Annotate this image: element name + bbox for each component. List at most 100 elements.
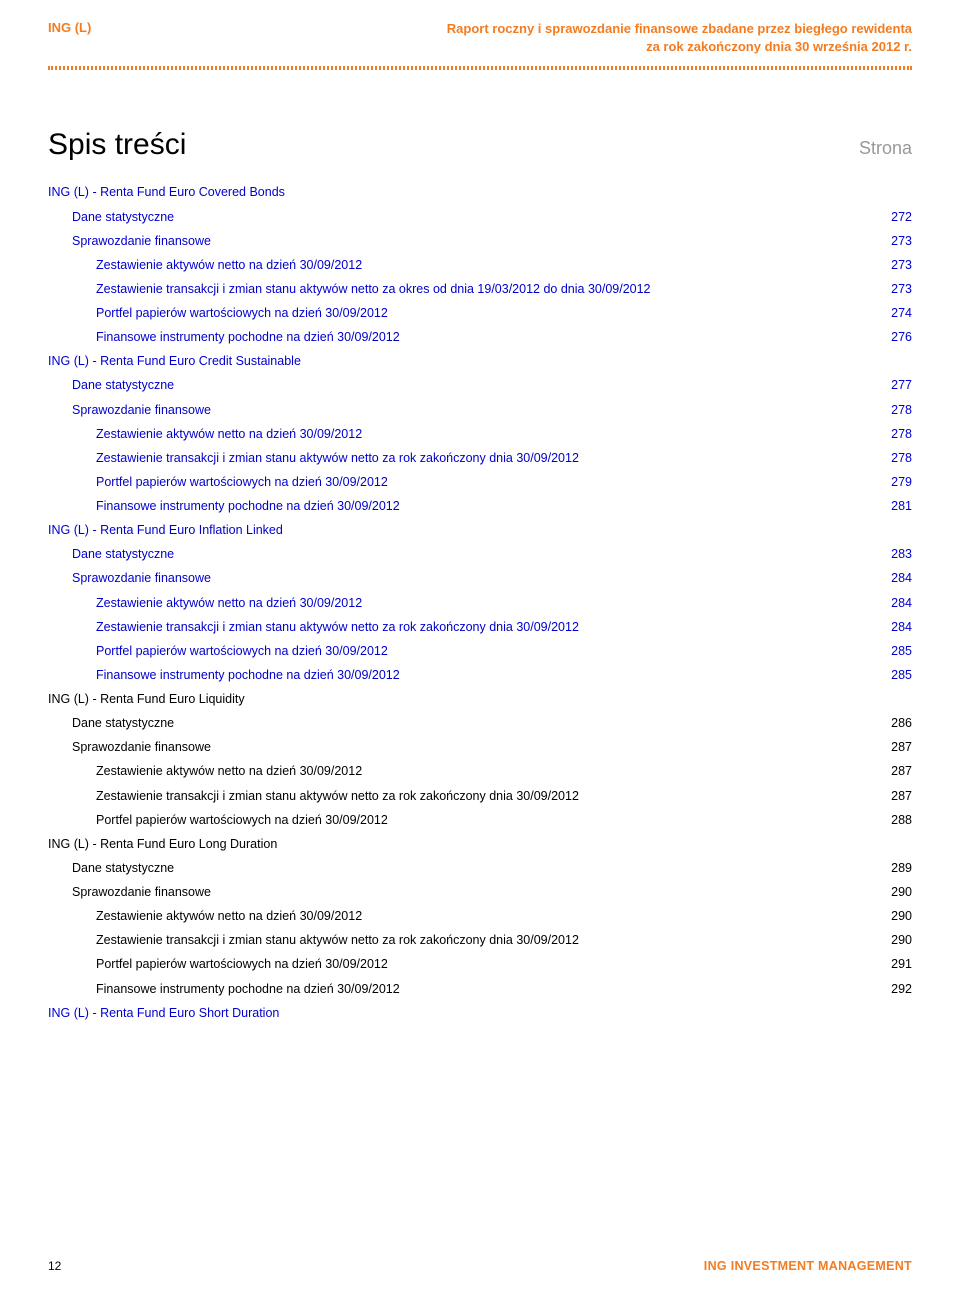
toc-entry-label[interactable]: Sprawozdanie finansowe (48, 232, 211, 250)
toc-entry-page: 284 (871, 618, 912, 636)
toc-row[interactable]: Finansowe instrumenty pochodne na dzień … (48, 663, 912, 687)
toc-entry-label[interactable]: Portfel papierów wartościowych na dzień … (48, 473, 388, 491)
toc-entry-page (892, 1004, 912, 1022)
toc-entry-label[interactable]: Dane statystyczne (48, 208, 174, 226)
toc-entry-label[interactable]: ING (L) - Renta Fund Euro Credit Sustain… (48, 352, 301, 370)
header-report-title: Raport roczny i sprawozdanie finansowe z… (447, 20, 912, 56)
toc-entry-page: 276 (871, 328, 912, 346)
toc-row[interactable]: Zestawienie aktywów netto na dzień 30/09… (48, 422, 912, 446)
toc-row[interactable]: Finansowe instrumenty pochodne na dzień … (48, 325, 912, 349)
toc-entry-page: 273 (871, 256, 912, 274)
toc-entry-label[interactable]: Zestawienie transakcji i zmian stanu akt… (48, 449, 579, 467)
toc-row[interactable]: Sprawozdanie finansowe 278 (48, 398, 912, 422)
toc-entry-page: 285 (871, 642, 912, 660)
toc-entry-page: 284 (871, 594, 912, 612)
toc-row: Portfel papierów wartościowych na dzień … (48, 808, 912, 832)
toc-row: Zestawienie aktywów netto na dzień 30/09… (48, 904, 912, 928)
toc-row: ING (L) - Renta Fund Euro Long Duration (48, 832, 912, 856)
toc-entry-page: 274 (871, 304, 912, 322)
toc-entry-page: 286 (871, 714, 912, 732)
toc-entry-label: Finansowe instrumenty pochodne na dzień … (48, 980, 400, 998)
toc-entry-label: ING (L) - Renta Fund Euro Long Duration (48, 835, 277, 853)
toc-row[interactable]: Finansowe instrumenty pochodne na dzień … (48, 494, 912, 518)
header-product-name: ING (L) (48, 20, 91, 35)
toc-row[interactable]: Dane statystyczne272 (48, 205, 912, 229)
toc-entry-label[interactable]: Dane statystyczne (48, 376, 174, 394)
toc-entry-label: Zestawienie transakcji i zmian stanu akt… (48, 931, 579, 949)
toc-entry-page (892, 521, 912, 539)
toc-entry-page: 292 (871, 980, 912, 998)
toc-entry-label[interactable]: Zestawienie transakcji i zmian stanu akt… (48, 280, 651, 298)
toc-entry-label[interactable]: ING (L) - Renta Fund Euro Inflation Link… (48, 521, 283, 539)
toc-entry-page: 273 (871, 232, 912, 250)
page-container: ING (L) Raport roczny i sprawozdanie fin… (0, 0, 960, 1295)
toc-row: Portfel papierów wartościowych na dzień … (48, 952, 912, 976)
toc-row[interactable]: ING (L) - Renta Fund Euro Short Duration (48, 1001, 912, 1025)
toc-entry-page: 273 (871, 280, 912, 298)
toc-row[interactable]: Zestawienie aktywów netto na dzień 30/09… (48, 253, 912, 277)
toc-entry-page: 287 (871, 738, 912, 756)
toc-row: Zestawienie transakcji i zmian stanu akt… (48, 784, 912, 808)
toc-row[interactable]: Zestawienie transakcji i zmian stanu akt… (48, 277, 912, 301)
toc-entry-page: 279 (871, 473, 912, 491)
toc-row[interactable]: Sprawozdanie finansowe 273 (48, 229, 912, 253)
toc-entry-page: 278 (871, 401, 912, 419)
toc-row[interactable]: Sprawozdanie finansowe 284 (48, 566, 912, 590)
toc-entry-label[interactable]: ING (L) - Renta Fund Euro Covered Bonds (48, 183, 285, 201)
toc-entry-label: Dane statystyczne (48, 859, 174, 877)
toc-entry-label: Sprawozdanie finansowe (48, 883, 211, 901)
toc-entry-page: 287 (871, 762, 912, 780)
toc-row[interactable]: Portfel papierów wartościowych na dzień … (48, 639, 912, 663)
toc-row[interactable]: ING (L) - Renta Fund Euro Inflation Link… (48, 518, 912, 542)
toc-entry-page: 284 (871, 569, 912, 587)
toc-row: Sprawozdanie finansowe287 (48, 735, 912, 759)
toc-entry-page: 278 (871, 449, 912, 467)
toc-row[interactable]: Portfel papierów wartościowych na dzień … (48, 301, 912, 325)
header-report-line1: Raport roczny i sprawozdanie finansowe z… (447, 20, 912, 38)
toc-row[interactable]: ING (L) - Renta Fund Euro Credit Sustain… (48, 349, 912, 373)
toc-row[interactable]: Zestawienie aktywów netto na dzień 30/09… (48, 591, 912, 615)
toc-entry-label[interactable]: Zestawienie aktywów netto na dzień 30/09… (48, 256, 362, 274)
toc-entry-label[interactable]: Dane statystyczne (48, 545, 174, 563)
title-row: Spis treści Strona (48, 128, 912, 162)
header-report-line2: za rok zakończony dnia 30 września 2012 … (447, 38, 912, 56)
toc-entry-page: 290 (871, 931, 912, 949)
footer-brand: ING INVESTMENT MANAGEMENT (704, 1259, 912, 1273)
toc-entry-page: 288 (871, 811, 912, 829)
toc-entry-label: Dane statystyczne (48, 714, 174, 732)
toc-entry-label: Zestawienie aktywów netto na dzień 30/09… (48, 907, 362, 925)
toc-row[interactable]: Portfel papierów wartościowych na dzień … (48, 470, 912, 494)
toc-row[interactable]: Zestawienie transakcji i zmian stanu akt… (48, 615, 912, 639)
toc-entry-label[interactable]: Sprawozdanie finansowe (48, 569, 211, 587)
toc-entry-label[interactable]: Zestawienie aktywów netto na dzień 30/09… (48, 425, 362, 443)
toc-entry-label[interactable]: Finansowe instrumenty pochodne na dzień … (48, 666, 400, 684)
toc-entry-page: 289 (871, 859, 912, 877)
toc-row[interactable]: ING (L) - Renta Fund Euro Covered Bonds (48, 180, 912, 204)
toc-entry-label: ING (L) - Renta Fund Euro Liquidity (48, 690, 245, 708)
toc-row: Dane statystyczne 289 (48, 856, 912, 880)
page-footer: 12 ING INVESTMENT MANAGEMENT (48, 1259, 912, 1273)
toc-entry-page: 285 (871, 666, 912, 684)
toc-row: Zestawienie transakcji i zmian stanu akt… (48, 928, 912, 952)
toc-row[interactable]: Dane statystyczne 283 (48, 542, 912, 566)
toc-entry-label[interactable]: Zestawienie transakcji i zmian stanu akt… (48, 618, 579, 636)
toc-row: ING (L) - Renta Fund Euro Liquidity (48, 687, 912, 711)
toc-entry-page (892, 835, 912, 853)
toc-entry-page: 283 (871, 545, 912, 563)
toc-entry-label[interactable]: Finansowe instrumenty pochodne na dzień … (48, 328, 400, 346)
toc-entry-label[interactable]: Zestawienie aktywów netto na dzień 30/09… (48, 594, 362, 612)
table-of-contents: ING (L) - Renta Fund Euro Covered Bonds D… (48, 180, 912, 1024)
toc-entry-page: 290 (871, 907, 912, 925)
page-header: ING (L) Raport roczny i sprawozdanie fin… (48, 20, 912, 56)
toc-entry-label: Portfel papierów wartościowych na dzień … (48, 811, 388, 829)
toc-row[interactable]: Zestawienie transakcji i zmian stanu akt… (48, 446, 912, 470)
toc-entry-label[interactable]: ING (L) - Renta Fund Euro Short Duration (48, 1004, 279, 1022)
toc-entry-label[interactable]: Portfel papierów wartościowych na dzień … (48, 642, 388, 660)
toc-row: Finansowe instrumenty pochodne na dzień … (48, 977, 912, 1001)
toc-entry-label[interactable]: Portfel papierów wartościowych na dzień … (48, 304, 388, 322)
toc-row[interactable]: Dane statystyczne277 (48, 373, 912, 397)
toc-entry-label[interactable]: Sprawozdanie finansowe (48, 401, 211, 419)
page-column-label: Strona (859, 138, 912, 159)
toc-entry-label: Portfel papierów wartościowych na dzień … (48, 955, 388, 973)
toc-entry-label[interactable]: Finansowe instrumenty pochodne na dzień … (48, 497, 400, 515)
